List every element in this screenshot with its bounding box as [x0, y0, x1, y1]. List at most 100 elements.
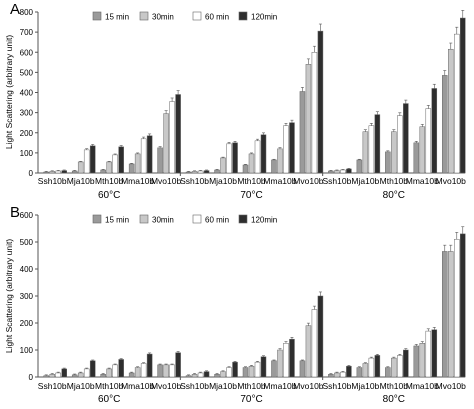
bar [175, 94, 181, 174]
bar [425, 108, 432, 174]
x-tick-label: Mvo10b [151, 176, 182, 186]
legend-label: 15 min [105, 216, 129, 225]
bar [413, 142, 420, 174]
panel-label: A [10, 1, 20, 18]
bar [134, 153, 141, 174]
bar [118, 146, 124, 174]
panel-label: B [10, 204, 20, 221]
bar [283, 343, 289, 378]
bar [71, 374, 78, 378]
x-tick-label: Ssh10b [38, 176, 67, 186]
y-tick-label: 400 [20, 265, 34, 274]
bar [77, 372, 84, 378]
bar [197, 170, 204, 174]
bar [419, 126, 426, 174]
bar [83, 368, 90, 378]
bar [305, 325, 312, 378]
x-tick-label: Mvo10b [293, 176, 324, 186]
x-tick-label: Mma10b [121, 176, 154, 186]
legend-swatch [139, 214, 149, 224]
bar [283, 125, 289, 174]
bar [49, 374, 55, 378]
bar [157, 147, 163, 174]
bar [260, 356, 267, 378]
bar [55, 170, 61, 174]
bar [112, 364, 118, 378]
bar [43, 171, 49, 174]
x-tick-label: Ssh10b [180, 176, 209, 186]
bar [61, 368, 67, 378]
y-tick-label: 0 [29, 373, 34, 382]
y-tick-label: 300 [20, 109, 34, 118]
legend-swatch [92, 11, 102, 21]
bar [232, 142, 238, 174]
y-tick-label: 600 [20, 48, 34, 57]
bar [106, 368, 112, 378]
x-tick-label: Mth10b [380, 381, 409, 391]
legend-label: 60 min [205, 13, 229, 22]
bar [397, 355, 403, 378]
y-tick-label: 100 [20, 149, 34, 158]
group-label: 70°C [240, 394, 262, 405]
bar [385, 151, 391, 174]
legend-swatch [238, 11, 248, 21]
y-tick-label: 500 [20, 68, 34, 77]
y-tick-label: 300 [20, 292, 34, 301]
x-tick-label: Mvo10b [436, 176, 467, 186]
bar [299, 91, 306, 174]
bar [61, 170, 67, 174]
x-tick-label: Mja10b [351, 381, 379, 391]
x-tick-label: Mma10b [406, 381, 439, 391]
bar [220, 371, 226, 378]
x-tick-label: Ssh10b [180, 381, 209, 391]
bar [118, 359, 124, 378]
bar [340, 169, 346, 174]
bar [89, 145, 96, 174]
bar [374, 114, 381, 174]
legend-swatch [238, 214, 248, 224]
y-tick-label: 700 [20, 28, 34, 37]
group-label: 80°C [383, 394, 405, 405]
bar [248, 365, 255, 378]
bar [100, 169, 106, 174]
bar [163, 113, 169, 174]
bar [146, 135, 153, 174]
bar [175, 352, 181, 378]
bar [442, 75, 448, 174]
group-label: 60°C [98, 394, 120, 405]
bar [431, 329, 438, 378]
group-label: 80°C [383, 190, 405, 201]
x-tick-label: Mvo10b [293, 381, 324, 391]
bar [391, 131, 397, 174]
bar [271, 159, 277, 174]
bar [356, 159, 363, 174]
bar [413, 345, 420, 378]
y-tick-label: 100 [20, 346, 34, 355]
chart-panel-b: B Light Scattering (arbitrary unit) 0 100 20… [4, 204, 466, 405]
bar [403, 103, 409, 174]
bar [226, 143, 232, 174]
bar [134, 367, 141, 378]
x-tick-label: Mma10b [263, 176, 296, 186]
bar [368, 125, 375, 174]
bar [391, 357, 397, 378]
y-tick-label: 600 [20, 211, 34, 220]
bar [169, 364, 175, 378]
bar [299, 360, 306, 378]
x-tick-label: Ssh10b [38, 381, 67, 391]
bar [311, 52, 318, 174]
bar [232, 361, 238, 378]
bar [226, 367, 232, 378]
y-axis-label: Light Scattering (arbitrary unit) [4, 35, 14, 149]
bar [140, 138, 147, 174]
bar [346, 168, 352, 174]
bar [460, 17, 466, 174]
x-tick-label: Ssh10b [322, 381, 351, 391]
x-tick-label: Mth10b [380, 176, 409, 186]
x-tick-label: Mma10b [121, 381, 154, 391]
x-tick-label: Mja10b [67, 381, 95, 391]
legend-swatch [139, 11, 149, 21]
legend-swatch [192, 11, 202, 21]
legend-label: 30min [152, 216, 174, 225]
x-tick-label: Mma10b [263, 381, 296, 391]
